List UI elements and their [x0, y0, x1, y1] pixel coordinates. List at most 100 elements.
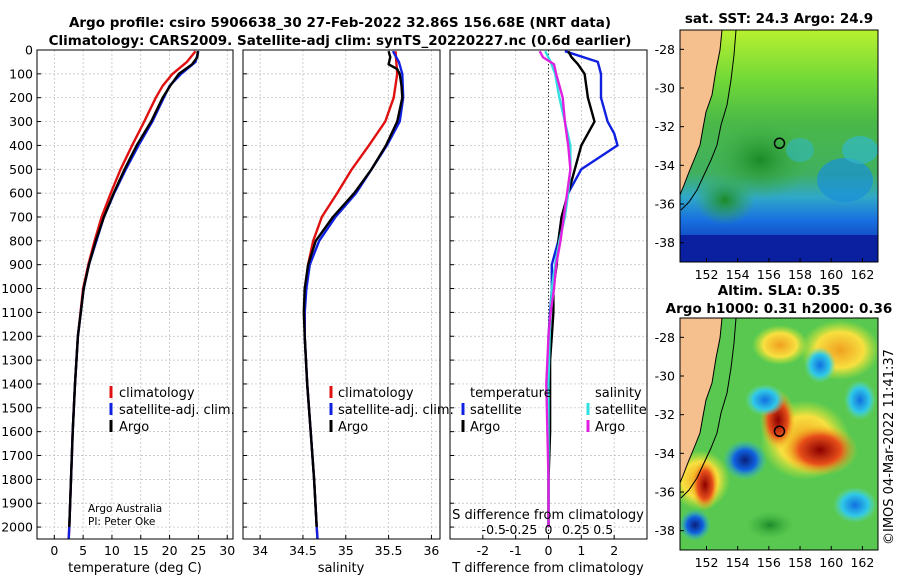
- x-tick-label: 10: [104, 543, 120, 558]
- map-y-tick-label: -30: [655, 369, 675, 384]
- credit-line2: PI: Peter Oke: [88, 516, 155, 528]
- y-tick-label: 100: [9, 66, 33, 81]
- map-x-tick-label: 160: [819, 555, 843, 570]
- x-tick-label: 2: [610, 543, 618, 558]
- map-x-tick-label: 154: [726, 555, 750, 570]
- y-tick-label: 1900: [1, 496, 33, 511]
- map-y-tick-label: -36: [655, 485, 675, 500]
- legend-label-argo: Argo: [119, 420, 149, 435]
- legend-label-climatology: climatology: [338, 386, 414, 401]
- y-tick-label: 400: [9, 138, 33, 153]
- map-x-tick-label: 152: [695, 555, 719, 570]
- map-y-tick-label: -30: [655, 81, 675, 96]
- map-x-tick-label: 162: [850, 267, 874, 282]
- s-tick-label: 0: [545, 522, 553, 537]
- x-tick-label: 0: [50, 543, 58, 558]
- y-tick-label: 600: [9, 186, 33, 201]
- sst-land-mass: [680, 30, 722, 195]
- salinity-axes-frame: [242, 49, 441, 540]
- x-tick-label: 1: [577, 543, 585, 558]
- x-tick-label: -1: [509, 543, 521, 558]
- legend-label-t-argo: Argo: [470, 420, 500, 435]
- salinity-legend: climatology satellite-adj. clim. Argo: [329, 386, 454, 435]
- x-tick-label: 36: [423, 543, 439, 558]
- map-x-tick-label: 152: [695, 267, 719, 282]
- legend-label-s-argo: Argo: [595, 420, 625, 435]
- s-tick-label: -0.25: [505, 522, 537, 537]
- figure-title-line2: Climatology: CARS2009. Satellite-adj cli…: [49, 33, 632, 49]
- sla-map-title: Altim. SLA: 0.35: [718, 283, 840, 299]
- map-y-tick-label: -32: [655, 407, 675, 422]
- salinity-panel: 34 34.5 35 35.5 36 salinity climatology sate…: [242, 49, 454, 576]
- y-tick-label: 300: [9, 114, 33, 129]
- y-tick-label: 1400: [1, 376, 33, 391]
- series-line-climatology: [67, 50, 197, 540]
- x-tick-label: 20: [162, 543, 178, 558]
- x-tick-label: 34: [252, 543, 268, 558]
- x-tick-label: 5: [79, 543, 87, 558]
- series-line-satellite-adj-clim-: [67, 50, 200, 540]
- y-tick-label: 1500: [1, 400, 33, 415]
- sst-float-marker: [773, 137, 786, 150]
- y-tick-label: 1600: [1, 424, 33, 439]
- difference-panel: -2 -1 0 1 2 -0.5-0.25 0 0.25 0.5 S difference f…: [449, 49, 648, 576]
- y-tick-label: 0: [25, 43, 33, 58]
- x-tick-label: 34.5: [289, 543, 317, 558]
- x-tick-label: 0: [545, 543, 553, 558]
- map-y-tick-label: -38: [655, 235, 675, 250]
- x-tick-label: 30: [219, 543, 235, 558]
- series-line-argo: [302, 50, 404, 528]
- legend-label-satellite: satellite-adj. clim.: [338, 403, 454, 418]
- map-y-tick-label: -36: [655, 197, 675, 212]
- y-tick-label: 1000: [1, 281, 33, 296]
- y-tick-label: 500: [9, 162, 33, 177]
- sst-map-frame: [679, 29, 879, 263]
- sst-field: [680, 30, 878, 262]
- legend-title-temperature: temperature: [470, 386, 552, 401]
- map-x-tick-label: 158: [788, 555, 812, 570]
- x-tick-label: 25: [190, 543, 206, 558]
- legend-label-climatology: climatology: [119, 386, 195, 401]
- series-line-t-argo: [547, 50, 596, 528]
- map-y-tick-label: -28: [655, 42, 675, 57]
- temperature-legend: climatology satellite-adj. clim. Argo: [109, 386, 235, 435]
- t-difference-axis-label: T difference from climatology: [451, 561, 644, 576]
- y-tick-label: 1100: [1, 305, 33, 320]
- difference-legend: temperature salinity satellite Argo sate…: [461, 386, 647, 435]
- y-tick-label: 800: [9, 233, 33, 248]
- x-tick-label: 35.5: [375, 543, 403, 558]
- temperature-axis-label: temperature (deg C): [68, 561, 202, 576]
- legend-label-satellite: satellite-adj. clim.: [119, 403, 235, 418]
- map-x-tick-label: 158: [788, 267, 812, 282]
- credit-line1: Argo Australia: [88, 503, 162, 515]
- sla-field: [680, 318, 878, 550]
- x-tick-label: -2: [477, 543, 489, 558]
- legend-label-t-satellite: satellite: [470, 403, 522, 418]
- y-tick-label: 200: [9, 90, 33, 105]
- legend-label-s-satellite: satellite: [595, 403, 647, 418]
- y-tick-label: 1700: [1, 448, 33, 463]
- map-x-tick-label: 156: [757, 267, 781, 282]
- y-tick-label: 700: [9, 209, 33, 224]
- sla-map-subtitle: Argo h1000: 0.31 h2000: 0.36: [666, 301, 893, 317]
- y-tick-label: 1200: [1, 329, 33, 344]
- y-tick-label: 1300: [1, 353, 33, 368]
- figure-title-line1: Argo profile: csiro 5906638_30 27-Feb-20…: [69, 15, 611, 31]
- y-tick-label: 900: [9, 257, 33, 272]
- s-tick-label: 0.25: [562, 522, 590, 537]
- watermark: ©IMOS 04-Mar-2022 11:41:37: [882, 349, 897, 545]
- s-difference-axis-label: S difference from climatology: [452, 508, 644, 523]
- map-y-tick-label: -28: [655, 330, 675, 345]
- legend-title-salinity: salinity: [595, 386, 642, 401]
- y-tick-label: 1800: [1, 472, 33, 487]
- s-tick-label: 0.5: [593, 522, 613, 537]
- map-x-tick-label: 162: [850, 555, 874, 570]
- sla-map-frame: [679, 317, 879, 551]
- series-line-s-argo: [538, 50, 572, 528]
- sla-land-mass: [680, 318, 722, 483]
- y-tick-label: 2000: [1, 520, 33, 535]
- x-tick-label: 15: [133, 543, 149, 558]
- map-x-tick-label: 160: [819, 267, 843, 282]
- series-line-climatology: [303, 51, 399, 540]
